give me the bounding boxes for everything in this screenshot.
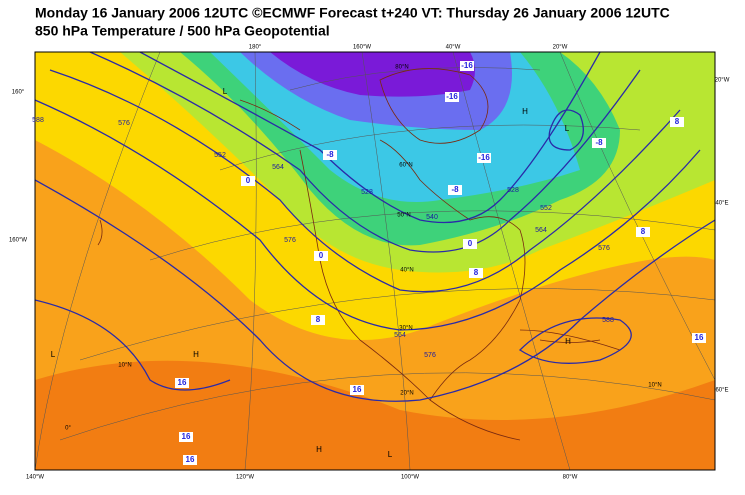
graticule-label: 80°W	[563, 475, 578, 481]
graticule-label: 50°N	[397, 213, 410, 219]
temperature-label-box	[636, 227, 650, 237]
temperature-label: 8	[474, 268, 479, 277]
graticule-label: 120°W	[236, 475, 254, 481]
temperature-label-box	[179, 432, 193, 442]
temperature-label: 0	[319, 251, 324, 260]
graticule-label: 160°	[12, 90, 25, 96]
temperature-label-box	[241, 176, 255, 186]
contour-label: 576	[424, 352, 436, 359]
temperature-label: -8	[326, 150, 334, 159]
graticule-label: 30°N	[399, 326, 412, 332]
temperature-label-box	[448, 185, 462, 195]
graticule-label: 160°W	[9, 238, 27, 244]
temperature-label: 16	[178, 378, 187, 387]
contour-label: 552	[540, 205, 552, 212]
graticule-label: 180°	[249, 45, 262, 51]
temperature-label: 16	[695, 333, 704, 342]
title: Monday 16 January 2006 12UTC ©ECMWF Fore…	[35, 5, 670, 21]
contour-label: 576	[598, 245, 610, 252]
graticule-label: 60°N	[399, 163, 412, 169]
temperature-label-box	[460, 61, 474, 71]
temperature-label: -8	[595, 138, 603, 147]
temperature-label: 0	[468, 239, 473, 248]
temperature-label-box	[670, 117, 684, 127]
subtitle: 850 hPa Temperature / 500 hPa Geopotenti…	[35, 23, 330, 39]
graticule-label: 40°N	[400, 268, 413, 274]
temperature-label: 16	[353, 385, 362, 394]
map-frame	[34, 51, 716, 471]
graticule	[35, 52, 715, 470]
temperature-label-box	[463, 239, 477, 249]
contour-label: 588	[602, 317, 614, 324]
contour-label: 552	[214, 152, 226, 159]
temperature-label-box	[183, 455, 197, 465]
temperature-label-box	[323, 150, 337, 160]
temperature-label: 8	[316, 315, 321, 324]
contour-label: 564	[535, 227, 547, 234]
temperature-label-box	[350, 385, 364, 395]
contour-label: 528	[507, 187, 519, 194]
coastlines	[97, 68, 621, 441]
coldest-zone	[270, 52, 475, 97]
pressure-center: H	[193, 350, 199, 359]
temperature-label-box	[469, 268, 483, 278]
graticule-label: 60°E	[715, 388, 728, 394]
temperature-label: -16	[461, 61, 473, 70]
pressure-center: H	[565, 337, 571, 346]
temperature-label: -8	[451, 185, 459, 194]
graticule-label: 160°W	[353, 45, 371, 51]
temperature-label: 0	[246, 176, 251, 185]
graticule-label: 40°W	[446, 45, 461, 51]
temperature-label-box	[445, 92, 459, 102]
graticule-label: 100°W	[401, 475, 419, 481]
temperature-label-box	[692, 333, 706, 343]
temperature-label: 16	[182, 432, 191, 441]
pressure-center: H	[316, 445, 322, 454]
temperature-label: -16	[446, 92, 458, 101]
temperature-label-box	[477, 153, 491, 163]
graticule-label: 10°N	[118, 363, 131, 369]
temperature-label: 16	[186, 455, 195, 464]
contour-label: 576	[284, 237, 296, 244]
map-area	[35, 52, 715, 470]
contour-label: 540	[426, 214, 438, 221]
pressure-center: L	[388, 450, 393, 459]
temperature-label-box	[592, 138, 606, 148]
graticule-label: 20°W	[715, 78, 730, 84]
contour-label: 588	[32, 117, 44, 124]
graticule-label: 140°W	[26, 475, 44, 481]
graticule-label: 40°E	[715, 201, 728, 207]
contour-label: 528	[361, 189, 373, 196]
temperature-label: 8	[675, 117, 680, 126]
graticule-label: 20°W	[553, 45, 568, 51]
geopotential-contours	[35, 52, 715, 402]
pressure-center: L	[51, 350, 56, 359]
graticule-label: 0°	[65, 426, 71, 432]
graticule-label: 10°N	[648, 383, 661, 389]
pressure-center: H	[522, 107, 528, 116]
temperature-label-box	[314, 251, 328, 261]
graticule-label: 80°N	[395, 65, 408, 71]
temperature-label-box	[311, 315, 325, 325]
contour-label: 564	[272, 164, 284, 171]
contour-label: 564	[394, 332, 406, 339]
map-labels: 180° 160°W 40°W 20°W160°160°W20°W40°E60°E14…	[9, 45, 730, 481]
temperature-label-box	[175, 378, 189, 388]
graticule-label: 20°N	[400, 391, 413, 397]
pressure-center: L	[565, 124, 570, 133]
temperature-label: -16	[478, 153, 490, 162]
pressure-center: L	[223, 87, 228, 96]
temperature-label: 8	[641, 227, 646, 236]
contour-label: 576	[118, 120, 130, 127]
